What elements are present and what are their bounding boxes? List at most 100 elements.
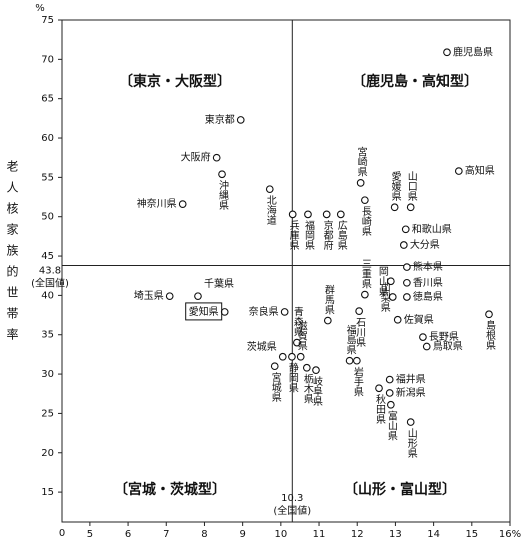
- data-point: [336, 210, 345, 219]
- point-label: 徳島県: [413, 290, 443, 303]
- point-label: 大分県: [410, 238, 440, 251]
- data-point: [296, 352, 305, 361]
- data-point: [361, 290, 369, 299]
- quadrant-label: 〔東京・大阪型〕: [119, 73, 231, 90]
- reference-value: 10.3: [281, 493, 303, 504]
- data-point: [454, 167, 463, 175]
- x-tick-label: 14: [427, 529, 440, 540]
- data-point: [361, 196, 369, 205]
- point-label: 神奈川県: [137, 197, 177, 210]
- x-tick-label: 7: [163, 529, 169, 540]
- point-label: 埼玉県: [134, 289, 164, 302]
- point-label: 岩手県: [351, 365, 363, 397]
- y-tick-label: 60: [41, 133, 54, 144]
- point-label: 栃木県: [301, 373, 313, 405]
- x-tick-label: 15: [465, 529, 478, 540]
- point-label: 奈良県: [249, 305, 279, 318]
- axis-break-label: 0: [59, 528, 65, 539]
- point-label: 北海道: [264, 195, 276, 225]
- point-label: 三重県: [359, 259, 371, 290]
- data-point: [399, 241, 408, 249]
- point-label: 茨城県: [247, 340, 277, 353]
- y-tick-label: 30: [41, 369, 54, 380]
- point-label: 山口県: [405, 171, 417, 202]
- point-label: 熊本県: [413, 260, 443, 273]
- data-point: [485, 310, 493, 319]
- y-tick-label: 20: [41, 448, 54, 459]
- data-point: [270, 362, 279, 371]
- point-label: 沖縄県: [217, 179, 229, 211]
- data-point: [403, 278, 411, 287]
- point-label: 岐阜県: [310, 375, 322, 407]
- point-label: 兵庫県: [287, 219, 299, 251]
- point-label: 宮城県: [269, 371, 281, 403]
- point-label: 愛媛県: [389, 170, 401, 202]
- data-point: [443, 48, 451, 57]
- y-tick-label: 75: [41, 15, 54, 26]
- data-point: [345, 356, 354, 365]
- point-label: 群馬県: [322, 283, 334, 315]
- point-label: 長崎県: [359, 206, 371, 237]
- point-label: 石川県: [354, 317, 366, 348]
- x-tick-label: 8: [201, 529, 207, 540]
- point-label: 島根県: [483, 319, 495, 351]
- point-label: 千葉県: [204, 277, 234, 290]
- point-label: 鳥取県: [433, 340, 463, 353]
- point-label: 鹿児島県: [453, 45, 493, 58]
- data-point: [280, 308, 289, 316]
- data-point: [312, 366, 320, 374]
- data-point: [165, 292, 174, 301]
- x-tick-label: 11: [313, 529, 326, 540]
- point-label: 岡山県: [376, 266, 388, 297]
- x-tick-label: 12: [351, 529, 364, 540]
- point-label: 京都府: [321, 219, 333, 251]
- y-tick-label: 55: [41, 172, 54, 183]
- data-point: [352, 356, 361, 365]
- point-label: 長野県: [429, 331, 459, 343]
- data-point: [403, 293, 411, 301]
- point-label: 佐賀県: [404, 314, 434, 326]
- point-label: 福島県: [344, 323, 356, 355]
- data-point: [406, 203, 415, 212]
- x-tick-label: 16%: [499, 529, 521, 540]
- data-point: [178, 200, 187, 208]
- point-label: 愛知県: [189, 305, 219, 318]
- data-point: [401, 225, 410, 234]
- data-point: [403, 263, 411, 271]
- data-point: [422, 342, 431, 351]
- data-point: [406, 418, 415, 426]
- reference-note: (全国値): [31, 276, 69, 289]
- quadrant-label: 〔宮城・茨城型〕: [114, 481, 226, 498]
- x-tick-label: 5: [87, 529, 93, 540]
- point-label: 新潟県: [396, 386, 426, 399]
- y-tick-label: 70: [41, 54, 54, 65]
- quadrant-label: 〔鹿児島・高知型〕: [352, 73, 478, 90]
- data-point: [386, 277, 395, 286]
- data-point: [419, 333, 427, 341]
- point-label: 高知県: [465, 164, 495, 177]
- data-point: [212, 153, 221, 162]
- y-tick-label: 35: [41, 330, 54, 341]
- data-point: [293, 338, 301, 347]
- point-label: 山梨県: [378, 282, 390, 313]
- point-label: 福岡県: [302, 219, 314, 251]
- y-tick-label: 25: [41, 408, 54, 419]
- x-tick-label: 13: [389, 529, 402, 540]
- point-label: 青森県: [291, 305, 303, 337]
- data-point: [220, 308, 229, 316]
- data-point: [194, 292, 202, 301]
- data-point: [304, 210, 312, 219]
- point-label: 宮崎県: [355, 146, 367, 178]
- quadrant-label: 〔山形・富山型〕: [344, 481, 456, 498]
- data-point: [288, 210, 297, 219]
- y-tick-label: 50: [41, 212, 54, 223]
- data-point: [356, 179, 365, 187]
- y-unit: %: [35, 3, 45, 14]
- reference-note: (全国値): [273, 504, 311, 517]
- point-label: 大阪府: [181, 151, 211, 164]
- data-point: [390, 203, 399, 212]
- y-tick-label: 45: [41, 251, 54, 262]
- data-point: [288, 352, 296, 361]
- data-point: [385, 375, 394, 384]
